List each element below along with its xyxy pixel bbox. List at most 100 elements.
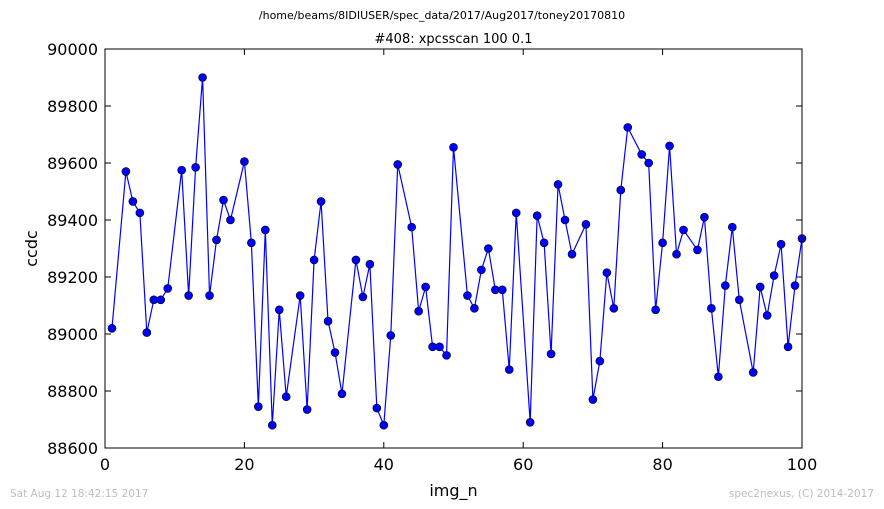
x-tick-label: 20 — [234, 455, 254, 474]
data-point — [602, 268, 612, 278]
data-point — [316, 197, 326, 206]
data-point — [790, 281, 800, 290]
data-point — [435, 342, 444, 352]
data-point — [497, 285, 507, 295]
data-point — [727, 222, 737, 232]
data-point — [219, 195, 228, 205]
data-point — [623, 123, 633, 132]
data-point — [679, 225, 688, 235]
y-tick-label: 89800 — [47, 97, 98, 116]
data-point — [163, 284, 173, 293]
data-point — [226, 215, 235, 225]
data-point — [421, 282, 430, 292]
y-tick-label: 89000 — [47, 325, 98, 344]
y-tick-label: 88600 — [47, 439, 98, 458]
data-point — [748, 368, 758, 377]
data-point — [156, 295, 166, 305]
data-point — [651, 305, 660, 315]
data-point — [700, 212, 709, 222]
data-point — [560, 215, 570, 225]
data-point — [414, 306, 423, 316]
data-point — [511, 208, 521, 218]
data-point — [637, 150, 646, 159]
data-point — [693, 245, 702, 255]
data-point — [525, 418, 535, 427]
data-point — [553, 180, 563, 189]
data-point — [261, 225, 270, 235]
data-point — [776, 239, 786, 249]
y-tick-label: 89600 — [47, 154, 98, 173]
data-point — [477, 265, 486, 275]
y-tick-label: 89400 — [47, 211, 98, 230]
data-point — [581, 219, 591, 229]
data-point — [393, 160, 403, 169]
data-point — [365, 259, 375, 269]
data-point — [198, 73, 207, 82]
data-point — [707, 304, 716, 313]
data-point — [351, 255, 361, 265]
data-point — [205, 291, 214, 300]
data-point — [247, 238, 256, 248]
data-point — [644, 158, 653, 168]
series-line — [111, 77, 803, 426]
plot-frame — [104, 48, 803, 449]
data-point — [323, 316, 333, 326]
data-point — [755, 282, 765, 292]
data-point — [337, 389, 347, 399]
copyright-footer: spec2nexus, (C) 2014-2017 — [728, 488, 874, 500]
x-tick-label: 0 — [100, 455, 110, 474]
data-point — [254, 402, 263, 411]
y-axis-label: ccdc — [22, 230, 41, 267]
data-point — [240, 157, 249, 166]
x-tick-label: 60 — [513, 455, 533, 474]
data-point — [721, 281, 730, 290]
data-point — [379, 420, 389, 430]
data-point — [295, 291, 305, 300]
data-point — [546, 349, 556, 359]
data-point — [177, 165, 186, 175]
data-point — [616, 185, 626, 195]
data-point — [714, 372, 723, 382]
data-point — [184, 291, 193, 300]
y-tick-label: 90000 — [47, 40, 98, 59]
data-point — [267, 420, 277, 430]
data-point — [734, 295, 744, 305]
data-point — [330, 348, 340, 357]
data-point — [191, 162, 200, 172]
y-tick-label: 88800 — [47, 382, 98, 401]
data-point — [442, 351, 451, 360]
data-point — [539, 238, 549, 248]
data-point — [107, 323, 117, 333]
timestamp-footer: Sat Aug 12 18:42:15 2017 — [10, 488, 149, 500]
data-point — [121, 167, 131, 176]
data-point — [358, 292, 368, 302]
data-point — [532, 211, 542, 221]
data-point — [449, 143, 458, 152]
data-point — [274, 305, 284, 315]
data-point — [386, 331, 396, 340]
data-point — [672, 249, 681, 259]
data-point — [658, 238, 667, 248]
data-point — [567, 249, 577, 259]
data-point — [470, 304, 479, 313]
data-point — [372, 403, 382, 413]
x-axis-label: img_n — [429, 481, 477, 501]
data-point — [212, 235, 221, 245]
data-point — [281, 392, 291, 402]
x-tick-label: 80 — [652, 455, 672, 474]
data-point — [504, 365, 514, 374]
data-point — [407, 222, 416, 232]
chart-title: #408: xpcsscan 100 0.1 — [375, 32, 533, 47]
data-point — [142, 328, 152, 337]
data-point — [595, 356, 605, 366]
data-point — [463, 291, 472, 300]
data-point — [769, 271, 779, 280]
figure-suptitle: /home/beams/8IDIUSER/spec_data/2017/Aug2… — [258, 9, 626, 22]
data-point — [484, 244, 493, 253]
x-tick-label: 100 — [787, 455, 818, 474]
data-point — [309, 255, 319, 265]
data-point — [762, 311, 772, 320]
data-point — [665, 141, 674, 151]
data-point — [302, 405, 312, 414]
